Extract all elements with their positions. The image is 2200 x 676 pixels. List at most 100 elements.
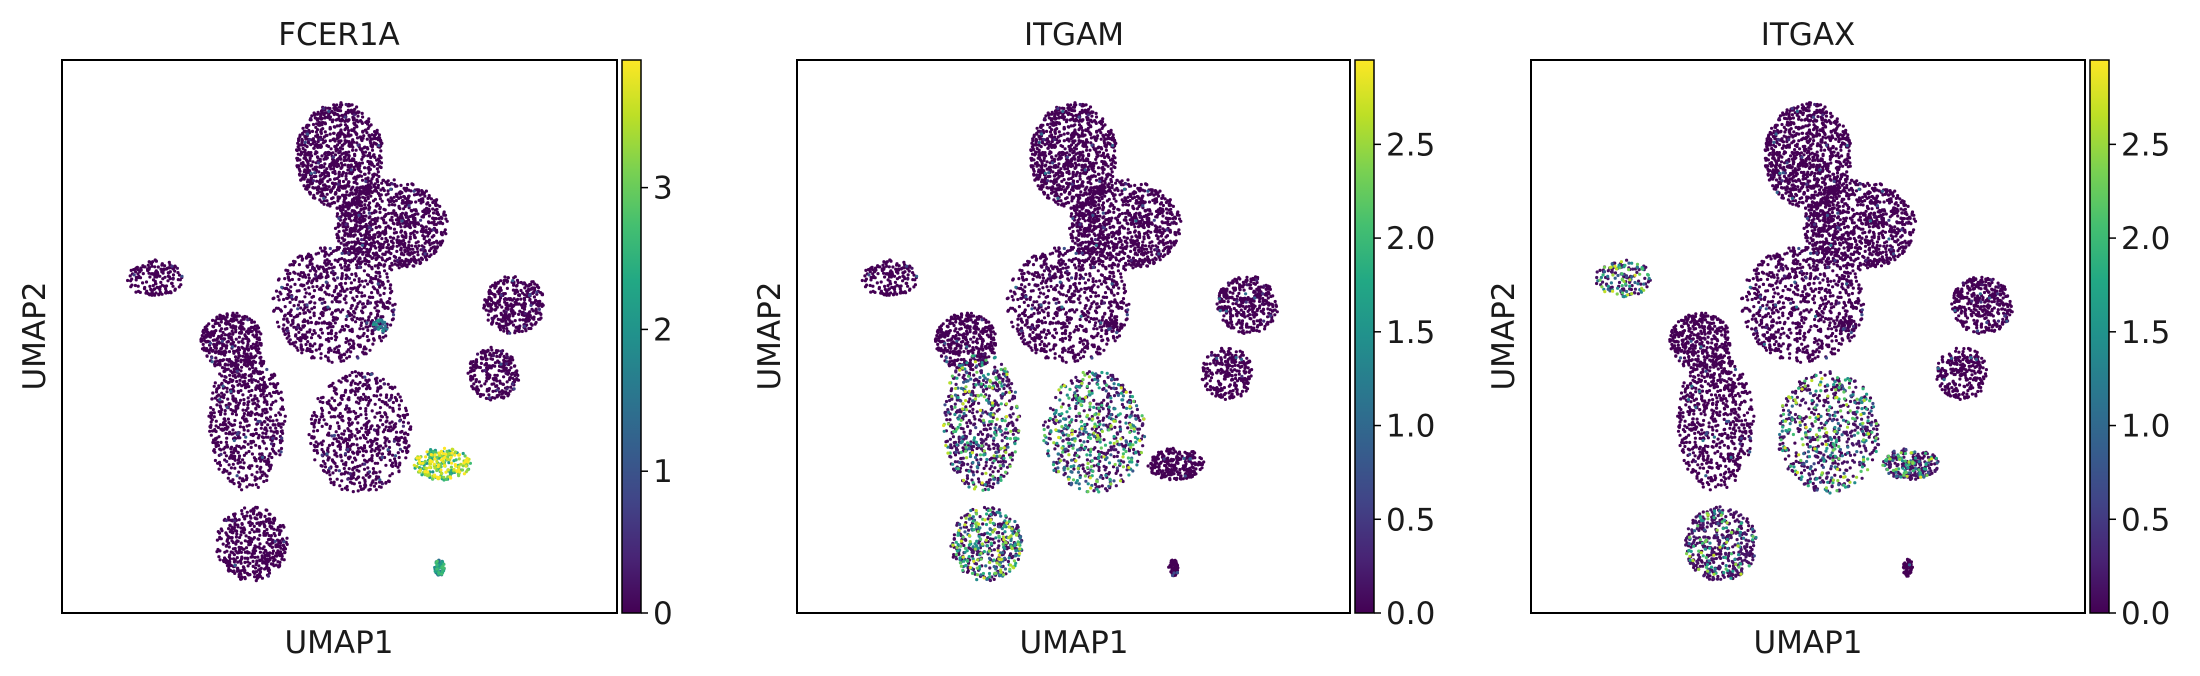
scatter-point	[159, 267, 163, 271]
scatter-point	[374, 488, 378, 492]
scatter-point	[427, 196, 431, 200]
scatter-point	[283, 305, 287, 309]
scatter-point	[255, 517, 259, 521]
scatter-point	[403, 437, 407, 441]
scatter-point	[359, 170, 363, 174]
scatter-point	[366, 395, 371, 400]
scatter-point	[301, 348, 305, 352]
scatter-point	[328, 426, 332, 431]
scatter-point	[396, 235, 400, 239]
scatter-point	[360, 371, 364, 375]
scatter-point	[246, 556, 250, 561]
scatter-point	[384, 480, 388, 485]
scatter-point	[534, 320, 538, 325]
scatter-point	[248, 466, 252, 470]
scatter-point	[373, 287, 377, 291]
scatter-point	[262, 531, 266, 535]
scatter-point	[129, 285, 133, 289]
scatter-point	[264, 566, 268, 570]
scatter-point	[356, 421, 360, 425]
scatter-point	[215, 337, 219, 341]
scatter-point	[249, 509, 253, 513]
scatter-point	[234, 325, 238, 329]
scatter-point	[537, 304, 541, 308]
scatter-point	[306, 178, 310, 182]
scatter-point	[494, 314, 499, 318]
scatter-point	[248, 523, 252, 528]
scatter-point	[378, 154, 382, 158]
scatter-point	[338, 484, 342, 488]
scatter-point	[235, 539, 239, 543]
scatter-point	[323, 465, 328, 469]
scatter-point	[132, 268, 136, 272]
scatter-point	[432, 220, 436, 224]
scatter-point	[503, 317, 507, 321]
scatter-point	[416, 253, 420, 257]
scatter-point	[282, 297, 286, 302]
scatter-point	[301, 126, 305, 130]
scatter-point	[389, 323, 393, 327]
scatter-point	[252, 524, 256, 529]
scatter-point	[253, 570, 258, 574]
scatter-point	[278, 453, 282, 457]
scatter-point	[345, 375, 349, 379]
scatter-point	[245, 419, 249, 423]
scatter-point	[344, 171, 348, 176]
scatter-point	[318, 344, 322, 348]
scatter-point	[238, 378, 242, 382]
scatter-point	[138, 270, 142, 274]
scatter-point	[333, 461, 337, 465]
scatter-point	[370, 265, 374, 269]
scatter-point	[345, 126, 350, 130]
scatter-point	[377, 425, 381, 429]
scatter-point	[310, 262, 314, 266]
scatter-point	[343, 353, 347, 357]
scatter-point	[343, 297, 347, 301]
scatter-point	[369, 194, 373, 198]
scatter-point	[225, 368, 229, 372]
scatter-point	[389, 252, 393, 256]
scatter-point	[361, 129, 365, 133]
scatter-point	[412, 250, 417, 254]
scatter-point	[327, 164, 332, 168]
scatter-point	[275, 431, 279, 435]
scatter-point	[304, 342, 308, 347]
scatter-point	[377, 241, 381, 245]
scatter-point	[248, 356, 252, 360]
scatter-point	[233, 558, 237, 562]
scatter-point	[254, 443, 258, 447]
scatter-point	[378, 205, 382, 210]
scatter-point	[237, 335, 241, 339]
scatter-point	[238, 460, 242, 464]
scatter-point	[319, 328, 323, 332]
scatter-point	[416, 240, 420, 244]
scatter-point	[339, 139, 343, 143]
panel-title: FCER1A	[278, 17, 400, 53]
scatter-point	[340, 266, 344, 270]
scatter-point	[321, 297, 325, 301]
scatter-point	[416, 221, 420, 225]
scatter-point	[513, 319, 517, 323]
scatter-point	[361, 327, 365, 331]
scatter-point	[141, 272, 145, 276]
scatter-point	[396, 439, 400, 443]
scatter-point	[341, 308, 345, 312]
scatter-point	[170, 281, 174, 285]
scatter-point	[315, 429, 320, 433]
scatter-point	[310, 281, 314, 285]
scatter-point	[534, 307, 538, 311]
scatter-point	[355, 136, 360, 140]
scatter-point	[240, 479, 244, 483]
scatter-point	[518, 318, 522, 322]
scatter-point	[409, 208, 413, 213]
scatter-point	[306, 265, 310, 269]
scatter-point	[319, 396, 324, 400]
scatter-point	[312, 448, 316, 453]
scatter-point	[523, 298, 527, 302]
scatter-point	[339, 472, 343, 476]
scatter-point	[337, 172, 341, 176]
scatter-point	[309, 320, 313, 325]
scatter-point	[266, 423, 270, 427]
scatter-point	[394, 184, 398, 188]
scatter-point	[266, 457, 270, 461]
